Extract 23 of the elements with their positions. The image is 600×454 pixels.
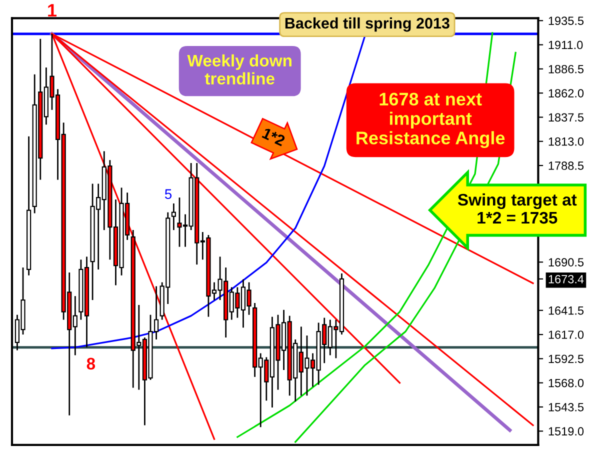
y-tick-label: 1568.0 [548, 378, 584, 388]
y-tick-label: 1788.5 [548, 162, 584, 170]
y-tick-label: 1862.0 [548, 89, 584, 98]
y-tick-label: 1837.5 [548, 113, 584, 122]
annotation: 8 [86, 358, 96, 370]
y-tick-label: 1641.5 [548, 306, 584, 315]
annotation: 1678 at next important Resistance Angle [356, 92, 505, 148]
y-tick-label: 1690.5 [548, 258, 584, 266]
text: 1 [48, 4, 57, 17]
y-tick-label: 1911.0 [548, 40, 583, 50]
annotation: Weekly down trendline [187, 54, 292, 85]
annotation: 1*2 [262, 128, 286, 146]
y-tick-label: 1886.5 [548, 64, 584, 74]
y-tick-label: 1673.4 [548, 274, 584, 284]
y-tick-label: 1617.0 [548, 330, 584, 339]
y-tick-label: 1519.0 [548, 427, 584, 436]
y-tick-label: 1543.5 [548, 403, 584, 412]
annotation: Swing target at 1*2 = 1735 [458, 193, 577, 224]
annotation: Backed till spring 2013 [285, 17, 450, 32]
y-tick-label: 1592.5 [548, 354, 584, 364]
y-tick-label: 1935.5 [548, 16, 584, 26]
annotation: 5 [164, 189, 172, 199]
y-tick-label: 1813.0 [548, 137, 584, 146]
